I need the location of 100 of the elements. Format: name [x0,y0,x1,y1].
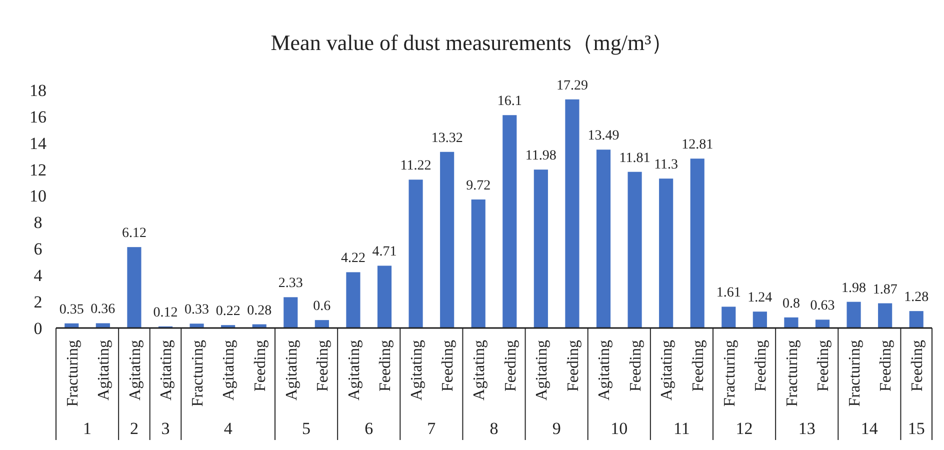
text: 1 [83,419,92,438]
bar [722,306,736,328]
x-tick-label: Feeding [752,340,770,392]
data-label: 11.3 [654,158,678,173]
x-tick-label: Feeding [908,340,926,392]
x-tick-label: Feeding [690,340,707,392]
y-tick-label: 12 [30,160,46,180]
x-tick-label: Fracturing [189,340,206,407]
x-tick-label: Feeding [377,340,394,392]
x-tick-label: Fracturing [846,340,864,407]
data-label: 1.28 [904,290,929,306]
text: 4 [224,419,233,438]
bar [815,320,830,328]
text: 3 [161,419,170,438]
x-tick-label: Agitating [470,340,488,400]
x-tick-label: Feeding [627,340,644,392]
data-label: 0.33 [184,302,210,318]
bar [346,272,360,328]
data-label: 0.28 [247,303,272,318]
bar [846,302,861,328]
chart-title: Mean value of dust measurements（mg/m³） [270,30,674,55]
data-label: 13.49 [588,128,620,144]
data-label: 1.87 [872,282,898,298]
bar [440,152,454,328]
data-label: 13.32 [431,130,463,146]
y-tick-label: 4 [34,266,43,286]
y-tick-label: 0 [34,318,42,338]
bar [659,178,674,328]
x-tick-label: Agitating [658,340,676,400]
bar [127,247,142,328]
x-tick-label: Feeding [502,340,520,392]
x-tick-label: Feeding [564,340,582,392]
bar [96,323,110,328]
y-tick-label: 16 [30,107,46,126]
bar [471,199,486,328]
bar [408,180,423,328]
x-tick-label: Agitating [126,340,144,400]
data-label: 4.71 [372,244,397,260]
data-label: 0.63 [810,298,835,314]
data-label: 11.81 [619,150,650,166]
data-label: 17.29 [556,78,588,94]
bar [628,172,642,328]
data-label: 16.1 [497,94,522,110]
x-tick-label: Feeding [314,340,332,392]
y-tick-label: 8 [34,213,42,232]
data-label: 0.22 [216,304,240,320]
bar [784,317,798,328]
bar [690,158,704,328]
bar [565,99,580,328]
text: 11 [674,419,690,438]
y-tick-label: 18 [30,80,46,100]
text: 6 [364,419,374,438]
data-label: 2.33 [278,276,303,292]
data-label: 1.98 [842,280,866,296]
x-tick-label: Fracturing [721,340,738,407]
text: 13 [798,419,816,438]
data-label: 11.22 [400,158,432,174]
data-label: 6.12 [122,226,146,242]
data-label: 0.35 [59,302,84,318]
text: 10 [610,419,628,438]
y-tick-label: 10 [30,186,46,206]
x-tick-label: Agitating [408,340,426,400]
bar [314,320,329,328]
bar [752,312,767,328]
x-tick-label: Feeding [878,340,895,392]
bar [190,324,204,328]
x-tick-label: Agitating [346,340,363,400]
bar [534,170,548,328]
data-label: 0.8 [782,296,800,312]
x-tick-label: Agitating [283,340,300,400]
text: 8 [490,419,498,438]
data-label: 1.61 [716,286,741,301]
x-tick-label: Feeding [440,340,457,392]
data-label: 4.22 [340,251,366,266]
bar [596,150,611,328]
y-tick-label: 6 [34,240,42,259]
y-tick-label: 2 [34,292,42,312]
data-label: 1.24 [748,290,772,306]
x-tick-label: Agitating [596,340,614,400]
bar [502,115,517,328]
text: 12 [736,419,753,438]
x-tick-label: Fracturing [64,340,82,407]
text: 15 [908,419,925,438]
bar [909,311,924,328]
x-tick-label: Feeding [815,340,832,392]
text: 14 [860,419,878,438]
x-tick-label: Fracturing [784,340,801,407]
text: 2 [130,419,138,438]
bar [878,303,892,328]
text: 9 [552,419,561,438]
data-label: 11.98 [525,148,556,164]
data-label: 12.81 [682,138,714,153]
text: 7 [427,419,436,438]
bar [377,266,392,328]
x-tick-label: Agitating [220,340,238,400]
y-tick-label: 14 [30,134,47,153]
x-tick-label: Feeding [252,340,269,392]
x-tick-label: Agitating [534,340,551,400]
data-label: 0.6 [313,299,331,314]
bar [284,297,298,328]
